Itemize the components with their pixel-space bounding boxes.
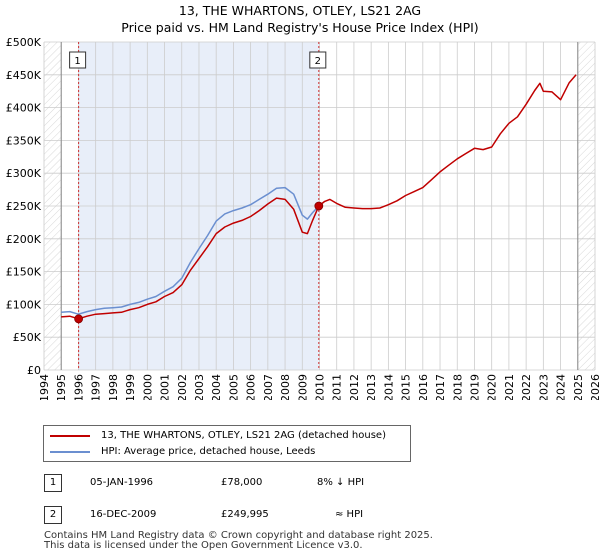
annotation-label: 1 [74, 56, 80, 67]
footer-line-2: This data is licensed under the Open Gov… [44, 540, 363, 551]
x-tick-label: 1995 [55, 374, 68, 400]
y-tick-label: £350K [6, 134, 42, 147]
x-tick-label: 2012 [348, 374, 361, 400]
x-tick-label: 2006 [245, 374, 258, 400]
annotation-box [309, 51, 327, 69]
transaction-date: 16-DEC-2009 [90, 509, 157, 520]
x-tick-label: 1994 [38, 374, 51, 400]
x-tick-label: 2001 [159, 374, 172, 400]
y-tick-label: £400K [6, 102, 42, 115]
transaction-price: £249,995 [221, 509, 269, 520]
x-tick-label: 1998 [107, 374, 120, 400]
legend-swatch-hpi [50, 451, 90, 453]
chart-title: 13, THE WHARTONS, OTLEY, LS21 2AG Price … [0, 2, 600, 36]
x-tick-label: 2016 [417, 374, 430, 400]
x-tick-label: 2000 [141, 374, 154, 400]
transaction-vs-hpi: 8% ↓ HPI [317, 477, 365, 488]
x-tick-label: 2018 [451, 374, 464, 400]
x-tick-label: 2008 [279, 374, 292, 400]
x-tick-label: 2004 [210, 374, 223, 400]
y-tick-label: £50K [13, 331, 42, 344]
y-tick-label: £0 [27, 364, 41, 377]
transaction-date: 05-JAN-1996 [90, 477, 154, 488]
x-tick-label: 2024 [555, 374, 568, 400]
y-tick-label: £300K [6, 167, 42, 180]
sale-marker [74, 314, 84, 324]
x-tick-label: 1997 [90, 374, 103, 400]
x-tick-label: 2003 [193, 374, 206, 400]
x-tick-label: 2010 [314, 374, 327, 400]
footer-line-1: Contains HM Land Registry data © Crown c… [44, 530, 433, 541]
x-tick-label: 2002 [176, 374, 189, 400]
transaction-badge: 2 [44, 506, 62, 524]
y-tick-label: £200K [6, 233, 42, 246]
title-line-1: 13, THE WHARTONS, OTLEY, LS21 2AG [178, 3, 422, 18]
legend-swatch-property [50, 435, 90, 437]
annotation-box [69, 51, 87, 69]
x-tick-label: 1999 [124, 374, 137, 400]
transaction-vs-hpi: ≈ HPI [335, 509, 364, 520]
x-tick-label: 2023 [537, 374, 550, 400]
x-tick-label: 2014 [382, 374, 395, 400]
footer: Contains HM Land Registry data © Crown c… [44, 531, 433, 551]
x-tick-label: 1996 [72, 374, 85, 400]
x-tick-label: 2025 [572, 374, 585, 400]
y-tick-label: £250K [6, 200, 42, 213]
x-tick-label: 2005 [227, 374, 240, 400]
x-tick-label: 2021 [503, 374, 516, 400]
x-tick-label: 2011 [331, 374, 344, 400]
x-tick-label: 2009 [296, 374, 309, 400]
x-tick-label: 2015 [400, 374, 413, 400]
y-tick-label: £100K [6, 298, 42, 311]
y-tick-label: £150K [6, 266, 42, 279]
sale-marker [314, 201, 324, 211]
title-line-2: Price paid vs. HM Land Registry's House … [121, 20, 479, 35]
legend-label-hpi: HPI: Average price, detached house, Leed… [101, 446, 316, 457]
x-tick-label: 2026 [589, 374, 600, 400]
x-tick-label: 2019 [468, 374, 481, 400]
annotation-label: 2 [315, 56, 321, 67]
x-tick-label: 2007 [262, 374, 275, 400]
axis-layer: £0 £50K £100K £150K £200K £250K £300K £350K £400… [6, 36, 600, 400]
y-tick-label: £500K [6, 36, 42, 49]
series-line-hpi [61, 186, 320, 315]
transaction-badge: 1 [44, 474, 62, 492]
x-tick-label: 2013 [365, 374, 378, 400]
legend: 13, THE WHARTONS, OTLEY, LS21 2AG (detac… [43, 425, 411, 462]
x-tick-label: 2020 [486, 374, 499, 400]
x-tick-label: 2022 [520, 374, 533, 400]
price-chart: £0 £50K £100K £150K £200K £250K £300K £350K £400… [6, 36, 600, 400]
x-tick-label: 2017 [434, 374, 447, 400]
marker-layer [74, 201, 324, 324]
legend-label-property: 13, THE WHARTONS, OTLEY, LS21 2AG (detac… [101, 430, 386, 441]
transaction-price: £78,000 [221, 477, 263, 488]
y-tick-label: £450K [6, 69, 42, 82]
grid-layer [43, 41, 596, 371]
